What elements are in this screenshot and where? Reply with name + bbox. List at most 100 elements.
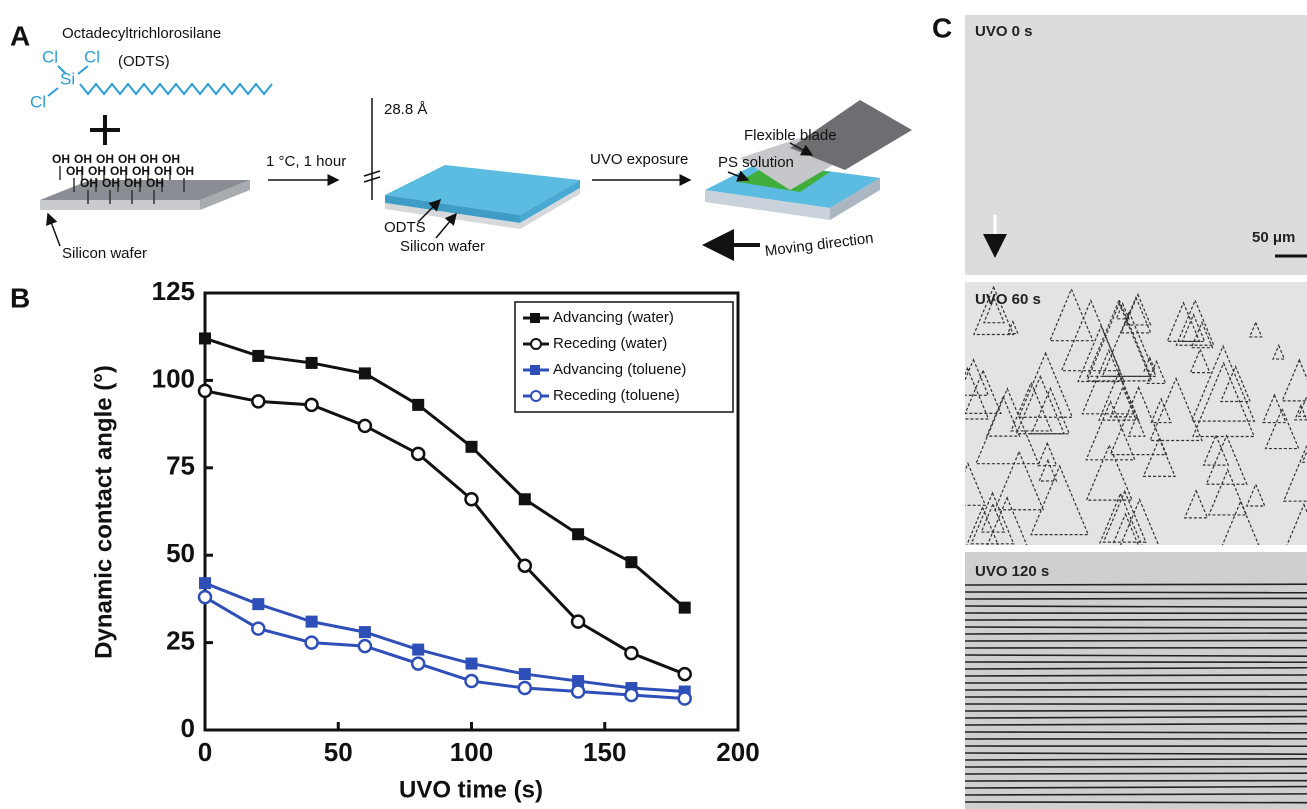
hydroxyl-label: OH: [118, 152, 136, 166]
x-tick-label: 150: [583, 737, 626, 767]
micrograph: [965, 552, 1307, 809]
legend-marker: [530, 365, 540, 375]
dewet-edge: [1150, 397, 1172, 424]
hydroxyl-label: OH: [96, 152, 114, 166]
x-tick-label: 0: [198, 737, 212, 767]
hydroxyl-label: OH: [154, 164, 172, 178]
dewet-edge: [1102, 489, 1147, 543]
data-point: [410, 656, 426, 671]
data-point: [465, 657, 478, 670]
dewet-edge: [965, 366, 990, 420]
dewet-edge: [1120, 295, 1152, 334]
bond: [47, 65, 89, 97]
data-point: [410, 446, 426, 462]
dewet-edge: [1166, 301, 1201, 342]
series-line: [204, 595, 685, 701]
micrograph: [965, 15, 1307, 275]
dewet-edge: [1297, 394, 1307, 417]
hydroxyl-label: OH: [52, 152, 70, 166]
panel-c: C UVO 0 s UVO 60 s UVO 120 s 50 μm: [932, 12, 1307, 809]
hydroxyl-label: OH: [88, 164, 106, 178]
dewet-edge: [965, 358, 990, 396]
dewet-edge: [1143, 356, 1157, 372]
pointer: [727, 170, 750, 182]
stripe: [965, 632, 1307, 635]
data-point: [572, 528, 585, 541]
dewet-edge: [1015, 374, 1066, 435]
stripe: [965, 731, 1307, 734]
data-point: [624, 687, 639, 703]
dewet-pattern: [965, 285, 1307, 545]
image-label: UVO 120 s: [975, 563, 1049, 580]
y-tick-label: 50: [166, 538, 195, 568]
data-point: [412, 398, 425, 411]
hydroxyl-label: OH: [132, 164, 150, 178]
data-point: [678, 601, 691, 614]
x-tick-label: 100: [450, 737, 493, 767]
stripe: [965, 626, 1307, 629]
dewet-edge: [982, 296, 1006, 324]
dewet-edge: [1149, 376, 1203, 442]
stripe-pattern: [965, 583, 1307, 804]
layer-label: ODTS: [384, 219, 426, 236]
hydroxyl-label: OH: [124, 176, 142, 190]
stripe: [965, 597, 1307, 600]
legend-label: Receding (water): [553, 335, 667, 352]
dewet-edge: [1049, 287, 1094, 342]
wafer-side: [200, 180, 250, 210]
dewet-edge: [985, 395, 1021, 437]
dewet-edge: [1109, 385, 1168, 456]
panel-a: A Octadecyltrichlorosilane (ODTS) Cl Cl …: [10, 20, 912, 262]
data-point: [518, 668, 531, 681]
dewet-edge: [965, 369, 1002, 414]
odts-side: [520, 180, 580, 223]
stripe: [965, 722, 1307, 726]
hydroxyl-label: OH: [162, 152, 180, 166]
legend-label: Receding (toluene): [553, 387, 680, 404]
direction-label: Moving direction: [764, 230, 874, 260]
dewet-edge: [975, 387, 1040, 465]
wafer-top: [40, 180, 250, 200]
solution-label: PS solution: [718, 154, 794, 171]
data-point: [518, 493, 531, 506]
data-point: [252, 598, 265, 611]
legend-box: [514, 301, 734, 413]
stripe: [965, 715, 1307, 719]
dewet-edge: [1038, 458, 1058, 482]
dewet-edge: [1037, 441, 1058, 467]
dewet-edge: [1119, 497, 1160, 545]
data-point: [251, 394, 266, 409]
hydroxyl-label: OH: [146, 176, 164, 190]
data-point: [625, 556, 638, 569]
legend-label: Advancing (toluene): [553, 361, 686, 378]
hydroxyl-label: OH: [176, 164, 194, 178]
pointer: [435, 212, 457, 239]
image-label: UVO 0 s: [975, 23, 1033, 40]
stripe: [965, 785, 1307, 789]
data-point: [199, 577, 211, 590]
atom: Cl: [42, 47, 58, 66]
dewet-edge: [1189, 347, 1211, 374]
dewet-edge: [980, 502, 1006, 533]
dewet-edge: [1017, 351, 1074, 418]
panel-b: B Dynamic contact angle (°) UVO time (s)…: [10, 276, 760, 803]
data-point: [304, 635, 319, 650]
blade-label: Flexible blade: [744, 127, 837, 144]
data-point: [412, 643, 425, 656]
stripe: [965, 591, 1307, 594]
hydroxyl-label: OH: [110, 164, 128, 178]
stripe: [965, 801, 1307, 804]
step-label: 1 °C, 1 hour: [266, 153, 346, 170]
compound-abbr: (ODTS): [118, 53, 170, 70]
dewet-edge: [1262, 393, 1287, 424]
scale-bar-label: 50 μm: [1252, 229, 1295, 246]
data-point: [252, 349, 265, 362]
hydroxyl-label: OH: [74, 152, 92, 166]
x-axis-label: UVO time (s): [399, 776, 543, 803]
legend-marker: [530, 338, 542, 350]
step-label: UVO exposure: [590, 151, 688, 168]
stripe: [965, 605, 1307, 609]
data-point: [199, 332, 211, 345]
